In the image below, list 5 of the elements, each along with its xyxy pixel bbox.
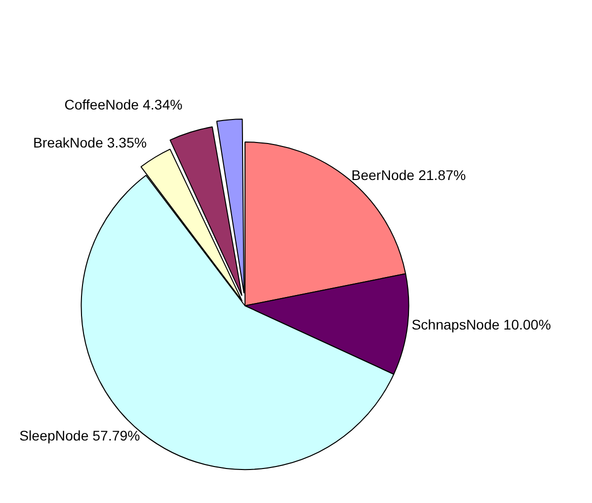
slice-label: SleepNode 57.79%	[19, 427, 140, 444]
slice-label: SchnapsNode 10.00%	[412, 316, 551, 332]
slice-label: BeerNode 21.87%	[351, 166, 466, 183]
slice-label: CoffeeNode 4.34%	[64, 96, 182, 112]
slice-label: BreakNode 3.35%	[33, 134, 147, 150]
